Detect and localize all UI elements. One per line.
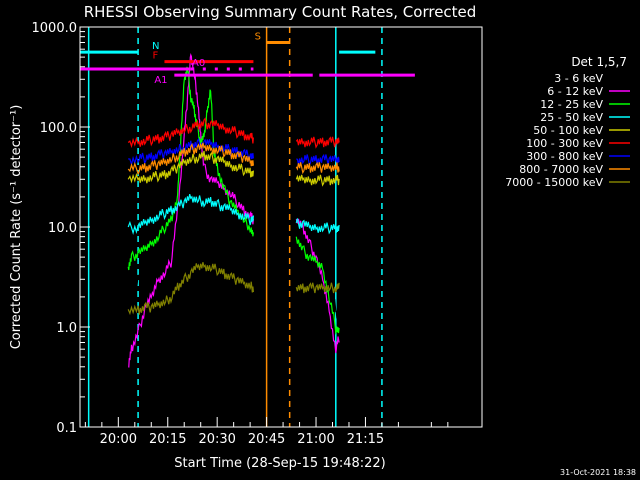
flag-label: A1 (154, 75, 167, 86)
timestamp: 31-Oct-2021 18:38 (560, 468, 636, 477)
legend-entry-label: 3 - 6 keV (554, 72, 603, 85)
legend-entry-label: 12 - 25 keV (540, 98, 603, 111)
x-tick-label: 20:15 (149, 432, 186, 447)
series-line (295, 161, 340, 175)
series-line (127, 262, 254, 316)
series-line (295, 202, 340, 324)
legend-entry-label: 7000 - 15000 keV (505, 176, 603, 189)
legend-entry-label: 50 - 100 keV (533, 124, 603, 137)
x-tick-label: 21:15 (347, 432, 384, 447)
legend-entry-label: 800 - 7000 keV (519, 163, 603, 176)
series-line (295, 136, 340, 149)
legend-entry-label: 300 - 800 keV (526, 150, 603, 163)
y-tick-label: 0.1 (56, 421, 77, 436)
series-line (295, 236, 340, 336)
series-line (127, 66, 254, 271)
y-tick-label: 100.0 (40, 121, 77, 136)
legend-title: Det 1,5,7 (571, 55, 627, 69)
x-tick-label: 21:00 (297, 432, 334, 447)
series-line (295, 218, 340, 235)
flag-label: N (152, 41, 159, 52)
series-line (127, 150, 254, 184)
y-tick-label: 10.0 (48, 221, 77, 236)
x-tick-label: 20:45 (248, 432, 285, 447)
y-tick-label: 1000.0 (32, 21, 78, 36)
flag-label: A0 (192, 58, 205, 69)
legend-entry-label: 100 - 300 keV (526, 137, 603, 150)
x-axis-label: Start Time (28-Sep-15 19:48:22) (174, 456, 385, 471)
y-axis-label: Corrected Count Rate (s⁻¹ detector⁻¹) (9, 105, 24, 350)
series-line (295, 282, 340, 294)
legend-entry-label: 6 - 12 keV (547, 85, 603, 98)
series-line (127, 142, 254, 176)
x-tick-label: 20:30 (198, 432, 235, 447)
flag-label: S (255, 31, 261, 42)
series-line (127, 117, 254, 149)
flag-label: F (152, 51, 158, 62)
series-line (127, 193, 254, 235)
chart-title: RHESSI Observing Summary Count Rates, Co… (84, 3, 477, 21)
y-tick-label: 1.0 (56, 321, 77, 336)
x-tick-label: 20:00 (100, 432, 137, 447)
series-line (295, 174, 340, 187)
legend-entry-label: 25 - 50 keV (540, 111, 603, 124)
